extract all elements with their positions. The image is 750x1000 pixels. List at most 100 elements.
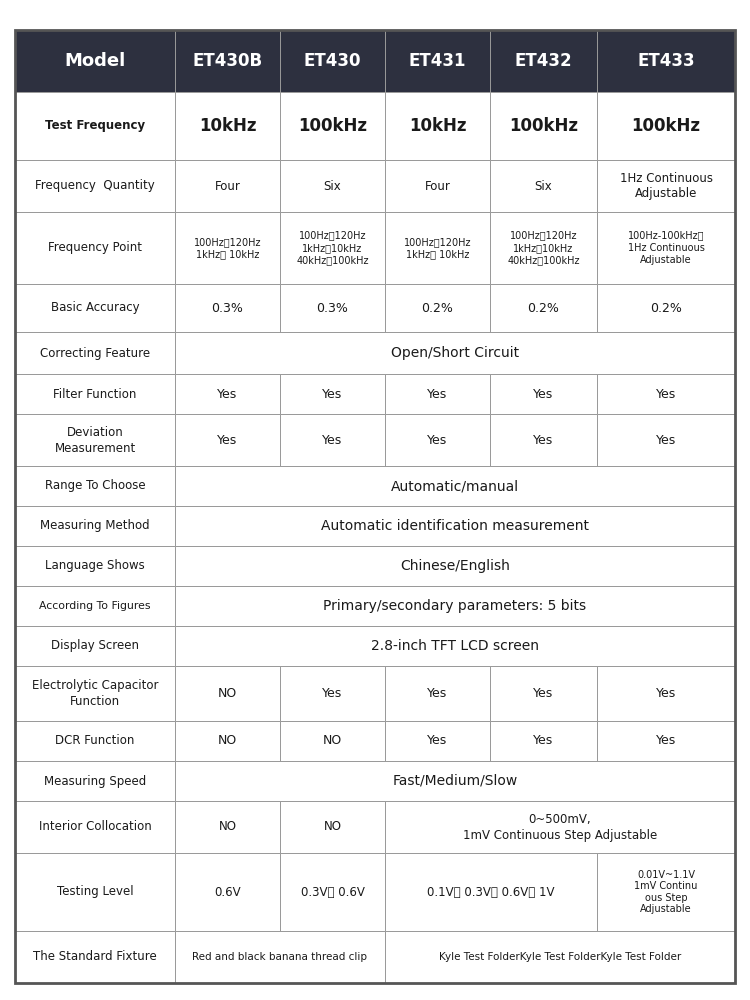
Bar <box>15 506 175 546</box>
Text: Yes: Yes <box>656 434 676 446</box>
Bar <box>597 284 735 332</box>
Bar <box>15 801 175 853</box>
Text: 100Hz、120Hz
1kHz、 10kHz: 100Hz、120Hz 1kHz、 10kHz <box>194 237 261 259</box>
Text: NO: NO <box>218 820 236 834</box>
Bar <box>175 506 735 546</box>
Bar <box>15 414 175 466</box>
Text: Kyle Test FolderKyle Test FolderKyle Test Folder: Kyle Test FolderKyle Test FolderKyle Tes… <box>439 952 681 962</box>
Text: Four: Four <box>424 180 451 192</box>
Bar <box>490 212 597 284</box>
Text: 10kHz: 10kHz <box>409 117 466 135</box>
Bar <box>15 546 175 586</box>
Text: DCR Function: DCR Function <box>56 734 135 748</box>
Text: Electrolytic Capacitor
Function: Electrolytic Capacitor Function <box>32 679 158 708</box>
Text: 0.1V、 0.3V、 0.6V、 1V: 0.1V、 0.3V、 0.6V、 1V <box>427 886 555 898</box>
Bar <box>15 160 175 212</box>
Bar <box>385 160 490 212</box>
Text: ET430: ET430 <box>304 52 362 70</box>
Text: 0.3%: 0.3% <box>316 302 349 314</box>
Bar <box>280 721 385 761</box>
Text: Yes: Yes <box>533 734 554 748</box>
Bar <box>280 853 385 931</box>
Bar <box>597 30 735 92</box>
Bar <box>385 801 735 853</box>
Bar <box>175 721 280 761</box>
Text: ET433: ET433 <box>638 52 694 70</box>
Text: 100Hz、120Hz
1kHz、10kHz
40kHz、100kHz: 100Hz、120Hz 1kHz、10kHz 40kHz、100kHz <box>296 231 369 265</box>
Text: 0.3V、 0.6V: 0.3V、 0.6V <box>301 886 364 898</box>
Bar <box>280 212 385 284</box>
Bar <box>490 30 597 92</box>
Text: Model: Model <box>64 52 125 70</box>
Text: NO: NO <box>323 820 341 834</box>
Bar <box>385 212 490 284</box>
Text: Yes: Yes <box>533 387 554 400</box>
Text: NO: NO <box>322 734 342 748</box>
Bar <box>597 92 735 160</box>
Bar <box>280 801 385 853</box>
Bar <box>280 92 385 160</box>
Text: Filter Function: Filter Function <box>53 387 136 400</box>
Text: NO: NO <box>217 734 237 748</box>
Bar <box>175 284 280 332</box>
Bar <box>175 92 280 160</box>
Text: 0.2%: 0.2% <box>527 302 560 314</box>
Text: 10kHz: 10kHz <box>199 117 256 135</box>
Bar <box>15 931 175 983</box>
Bar <box>15 761 175 801</box>
Text: NO: NO <box>217 687 237 700</box>
Bar <box>15 332 175 374</box>
Bar <box>597 374 735 414</box>
Bar <box>385 666 490 721</box>
Bar <box>15 284 175 332</box>
Bar <box>15 721 175 761</box>
Bar <box>175 761 735 801</box>
Bar <box>175 931 385 983</box>
Text: Yes: Yes <box>656 687 676 700</box>
Text: Chinese/English: Chinese/English <box>400 559 510 573</box>
Bar <box>490 414 597 466</box>
Bar <box>597 666 735 721</box>
Text: Automatic/manual: Automatic/manual <box>391 479 519 493</box>
Bar <box>597 853 735 931</box>
Text: Deviation
Measurement: Deviation Measurement <box>54 426 136 454</box>
Text: Yes: Yes <box>533 687 554 700</box>
Bar <box>385 721 490 761</box>
Bar <box>15 92 175 160</box>
Bar <box>15 853 175 931</box>
Text: Interior Collocation: Interior Collocation <box>39 820 152 834</box>
Bar <box>175 160 280 212</box>
Text: Four: Four <box>214 180 241 192</box>
Bar <box>385 414 490 466</box>
Bar <box>175 801 280 853</box>
Text: Yes: Yes <box>427 734 448 748</box>
Text: Basic Accuracy: Basic Accuracy <box>51 302 140 314</box>
Text: 0.01V~1.1V
1mV Continu
ous Step
Adjustable: 0.01V~1.1V 1mV Continu ous Step Adjustab… <box>634 870 698 914</box>
Bar <box>280 30 385 92</box>
Bar <box>490 92 597 160</box>
Text: Frequency  Quantity: Frequency Quantity <box>35 180 154 192</box>
Text: Yes: Yes <box>427 687 448 700</box>
Text: ET430B: ET430B <box>193 52 262 70</box>
Bar <box>490 284 597 332</box>
Bar <box>490 374 597 414</box>
Bar <box>175 466 735 506</box>
Text: Range To Choose: Range To Choose <box>45 480 146 492</box>
Text: Six: Six <box>324 180 341 192</box>
Text: 0~500mV,
1mV Continuous Step Adjustable: 0~500mV, 1mV Continuous Step Adjustable <box>463 812 657 842</box>
Bar <box>280 374 385 414</box>
Text: Yes: Yes <box>322 687 343 700</box>
Bar <box>385 284 490 332</box>
Bar <box>15 586 175 626</box>
Text: Yes: Yes <box>656 387 676 400</box>
Text: Frequency Point: Frequency Point <box>48 241 142 254</box>
Bar <box>385 92 490 160</box>
Text: Yes: Yes <box>533 434 554 446</box>
Text: Yes: Yes <box>427 387 448 400</box>
Text: Measuring Speed: Measuring Speed <box>44 774 146 788</box>
Text: Yes: Yes <box>322 387 343 400</box>
Bar <box>385 30 490 92</box>
Text: Display Screen: Display Screen <box>51 640 139 652</box>
Text: Measuring Method: Measuring Method <box>40 520 150 532</box>
Text: 2.8-inch TFT LCD screen: 2.8-inch TFT LCD screen <box>371 639 539 653</box>
